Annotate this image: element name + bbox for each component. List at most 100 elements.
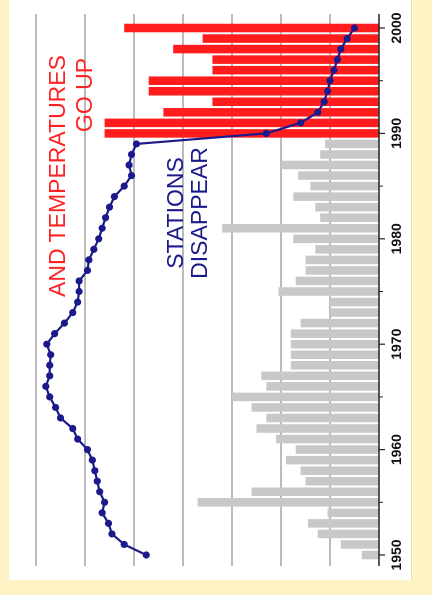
series-point bbox=[106, 204, 113, 211]
series-point bbox=[330, 67, 337, 74]
tick-label: 1990 bbox=[388, 118, 404, 149]
bar bbox=[330, 308, 379, 317]
series-point bbox=[351, 24, 358, 31]
annotation-temperatures: AND TEMPERATURES bbox=[44, 55, 70, 297]
series-point bbox=[105, 520, 112, 527]
series-point bbox=[99, 225, 106, 232]
bar bbox=[232, 393, 379, 402]
series-point bbox=[76, 288, 83, 295]
series-point bbox=[74, 298, 81, 305]
series-point bbox=[133, 140, 140, 147]
bar bbox=[252, 487, 379, 496]
bar bbox=[330, 298, 379, 307]
tick-label: 1950 bbox=[388, 539, 404, 570]
bar bbox=[301, 466, 379, 475]
series-point bbox=[121, 541, 128, 548]
bar bbox=[222, 224, 379, 233]
bar bbox=[293, 235, 379, 244]
bar bbox=[105, 119, 379, 128]
chart-svg: 1950 1960 1970 1980 1990 2000 AND TEMPERATURES… bbox=[9, 0, 411, 580]
bar bbox=[306, 477, 380, 486]
series-point bbox=[108, 530, 115, 537]
series-point bbox=[263, 130, 270, 137]
bar bbox=[173, 45, 379, 54]
bar bbox=[296, 277, 379, 286]
bar bbox=[149, 87, 379, 96]
series-point bbox=[297, 119, 304, 126]
annotation-stations: DISAPPEAR bbox=[186, 147, 212, 279]
series-point bbox=[126, 161, 133, 168]
bar bbox=[320, 213, 379, 222]
annotation-stations: STATIONS bbox=[162, 157, 188, 269]
series-point bbox=[74, 435, 81, 442]
bar bbox=[124, 24, 379, 33]
bar bbox=[257, 424, 380, 433]
tick-label: 1970 bbox=[388, 328, 404, 359]
bar bbox=[306, 256, 380, 265]
chart-panel: 1950 1960 1970 1980 1990 2000 AND TEMPERATURES… bbox=[9, 0, 412, 580]
tick-label: 1960 bbox=[388, 434, 404, 465]
bar bbox=[362, 551, 379, 560]
bar bbox=[291, 361, 379, 370]
bar bbox=[315, 203, 379, 212]
series-point bbox=[90, 246, 97, 253]
bar bbox=[149, 76, 379, 85]
tick-label: 1980 bbox=[388, 223, 404, 254]
series-point bbox=[69, 309, 76, 316]
series-point bbox=[46, 372, 53, 379]
series-point bbox=[43, 341, 50, 348]
bar bbox=[203, 34, 379, 43]
series-point bbox=[51, 330, 58, 337]
series-point bbox=[102, 214, 109, 221]
bar bbox=[291, 350, 379, 359]
bar bbox=[318, 530, 379, 539]
bar bbox=[320, 150, 379, 159]
series-point bbox=[42, 383, 49, 390]
series-point bbox=[94, 478, 101, 485]
bar bbox=[212, 66, 379, 75]
bar bbox=[291, 340, 379, 349]
bar bbox=[291, 329, 379, 338]
bar bbox=[328, 509, 379, 518]
series-point bbox=[314, 109, 321, 116]
bar bbox=[286, 456, 379, 465]
bar bbox=[252, 403, 379, 412]
series-point bbox=[121, 183, 128, 190]
bar bbox=[298, 171, 379, 180]
series-point bbox=[128, 151, 135, 158]
series-point bbox=[91, 467, 98, 474]
series-point bbox=[334, 56, 341, 63]
bar bbox=[261, 372, 379, 381]
series-point bbox=[128, 172, 135, 179]
series-point bbox=[321, 98, 328, 105]
bar bbox=[296, 445, 379, 454]
series-point bbox=[85, 256, 92, 263]
bar bbox=[308, 519, 379, 528]
series-point bbox=[111, 193, 118, 200]
bar bbox=[266, 414, 379, 423]
series-point bbox=[52, 404, 59, 411]
series-point bbox=[326, 77, 333, 84]
series-point bbox=[324, 88, 331, 95]
bar bbox=[310, 182, 379, 191]
series-point bbox=[95, 235, 102, 242]
tick-label: 2000 bbox=[388, 12, 404, 43]
series-point bbox=[46, 393, 53, 400]
bar bbox=[163, 108, 379, 117]
bar bbox=[315, 245, 379, 254]
annotation-temperatures: GO UP bbox=[71, 58, 97, 132]
series-point bbox=[337, 45, 344, 52]
series-point bbox=[96, 488, 103, 495]
bar bbox=[212, 98, 379, 107]
bar bbox=[198, 498, 379, 507]
series-point bbox=[99, 509, 106, 516]
series-point bbox=[89, 457, 96, 464]
series-point bbox=[76, 277, 83, 284]
series-point bbox=[47, 351, 54, 358]
series-point bbox=[84, 267, 91, 274]
bar bbox=[281, 161, 379, 170]
bar bbox=[306, 266, 380, 275]
series-point bbox=[101, 499, 108, 506]
bar bbox=[276, 435, 379, 444]
bar bbox=[325, 140, 379, 149]
